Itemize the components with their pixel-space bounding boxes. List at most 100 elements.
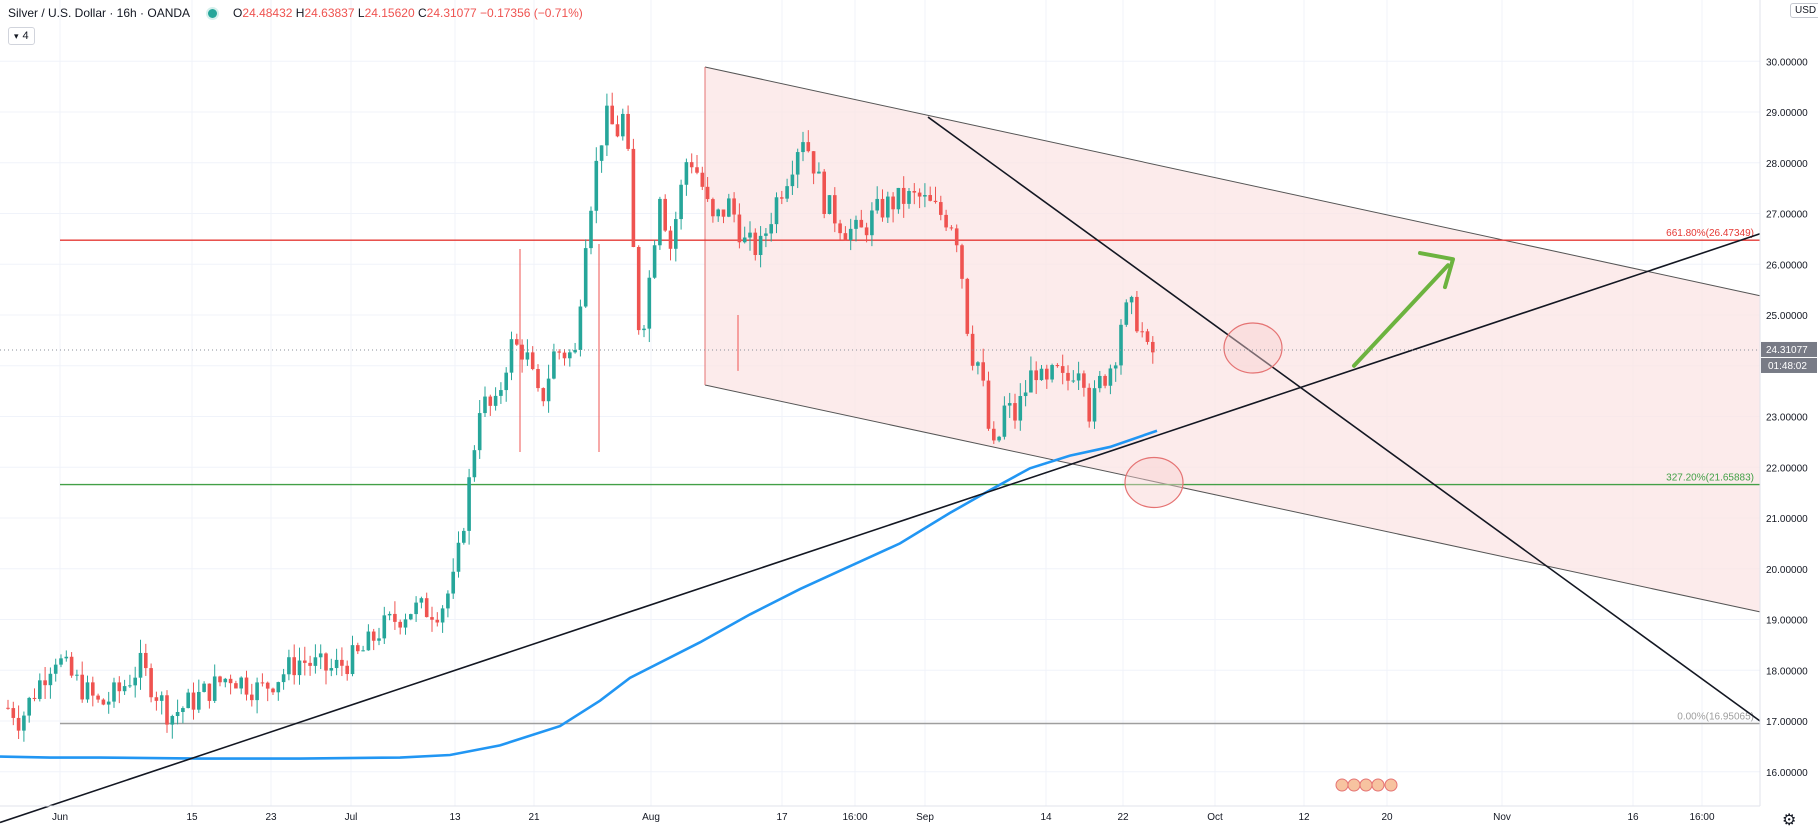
candle-body [901, 187, 906, 204]
event-badge-icon [1359, 778, 1373, 792]
candle-body [891, 196, 895, 210]
price-tick-label: 28.00000 [1766, 159, 1808, 170]
gear-icon[interactable]: ⚙ [1782, 812, 1797, 829]
candle-body [748, 232, 752, 238]
falling-trendline [927, 116, 1761, 722]
candle-body [912, 191, 917, 193]
time-tick-label: 21 [528, 812, 540, 823]
currency-badge[interactable]: USD [1790, 3, 1818, 18]
candle-body [133, 677, 137, 686]
candle-body [1071, 380, 1076, 382]
candle-body [170, 716, 175, 725]
candle-body [578, 306, 583, 350]
candle-body [159, 695, 164, 701]
channel-layer [704, 66, 1761, 613]
candle-body [933, 200, 938, 203]
candle-body [997, 436, 1001, 441]
candle-body [981, 362, 985, 381]
candle-body [923, 195, 927, 197]
candle-body [1076, 373, 1081, 381]
candle-body [398, 621, 402, 628]
candle-body [615, 124, 620, 137]
candle-body [477, 413, 482, 451]
time-tick-label: Aug [642, 812, 660, 823]
candle-body [1124, 302, 1129, 325]
candle-body [334, 659, 339, 669]
price-label-bg [1761, 341, 1817, 357]
candle-body [281, 674, 286, 683]
time-tick-label: Nov [1493, 812, 1511, 823]
candle-body [753, 232, 758, 256]
candle-body [727, 198, 731, 217]
candle-body [642, 328, 646, 331]
candle-body [64, 656, 69, 659]
candle-body [197, 691, 201, 710]
time-tick-label: 16 [1627, 812, 1639, 823]
indicators-toggle[interactable]: ▾ 4 [8, 27, 35, 45]
candle-body [1007, 403, 1012, 406]
candle-body [557, 351, 561, 353]
candle-body [202, 683, 206, 692]
symbol-title[interactable]: Silver / U.S. Dollar · 16h · OANDA [8, 6, 191, 20]
high-label: H [295, 6, 305, 20]
moving-average-layer [0, 429, 1158, 760]
candle-body [621, 113, 625, 137]
time-tick-label: Oct [1207, 812, 1223, 823]
candle-body [679, 184, 683, 220]
candle-body [32, 697, 37, 699]
candle-body [1103, 375, 1107, 386]
candle-body [509, 339, 514, 373]
candle-body [345, 665, 349, 675]
candle-body [684, 162, 689, 185]
candle-body [144, 652, 148, 669]
candle-body [515, 339, 519, 345]
candle-body [382, 615, 387, 639]
candle-body [573, 349, 577, 353]
price-tick-label: 30.00000 [1766, 57, 1808, 68]
candle-body [599, 145, 604, 161]
candle-body [880, 198, 885, 218]
candle-body [154, 697, 159, 701]
candle-body [493, 395, 498, 406]
candle-body [536, 369, 540, 389]
projection-arrow-head [1418, 251, 1455, 290]
price-axis-bg [1760, 0, 1818, 836]
candle-body [393, 613, 397, 622]
candle-body [43, 680, 47, 686]
candle-body [917, 192, 922, 197]
candle-body [594, 160, 599, 211]
price-tick-label: 18.00000 [1766, 666, 1808, 677]
candle-body [886, 196, 890, 218]
candle-body [854, 219, 858, 229]
candle-body [801, 142, 805, 153]
low-label: L [357, 6, 365, 20]
candle-body [589, 210, 593, 249]
candle-body [954, 228, 959, 246]
candle-body [1151, 341, 1155, 353]
candle-body [85, 682, 90, 700]
fib-level-label: 0.00%(16.95065) [1677, 712, 1754, 723]
candle-body [340, 659, 344, 666]
candle-body [737, 214, 742, 243]
candle-body [583, 248, 588, 307]
indicators-count: 4 [22, 30, 29, 42]
candle-body [409, 614, 413, 620]
candle-body [287, 657, 291, 675]
candle-body [377, 638, 381, 641]
candle-body [674, 219, 678, 249]
candle-body [80, 674, 84, 700]
candle-body [1029, 370, 1033, 393]
candle-body [700, 172, 705, 187]
candle-body [207, 683, 212, 701]
candle-body [356, 645, 360, 652]
candle-body [1018, 396, 1023, 421]
candle-body [785, 186, 789, 199]
breakout-circle [1223, 322, 1283, 374]
price-tick-label: 22.00000 [1766, 463, 1808, 474]
candle-body [91, 682, 95, 696]
candle-body [1082, 373, 1086, 388]
candle-body [499, 390, 503, 396]
candle-body [48, 673, 53, 686]
